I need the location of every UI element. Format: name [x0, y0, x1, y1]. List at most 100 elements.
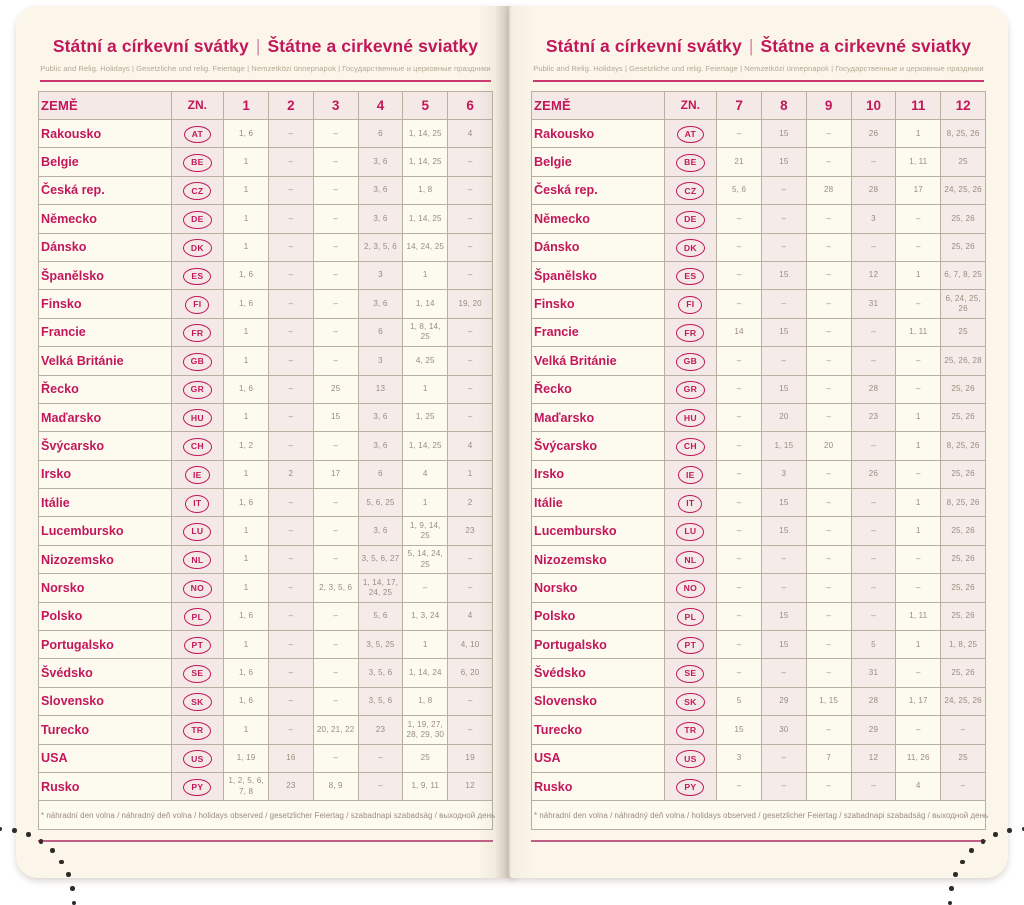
country-name: Maďarsko	[38, 402, 172, 433]
table-row: Finsko FI 1, 6– –3, 6 1, 14 19, 20	[38, 289, 493, 319]
col-header-month-4: 4	[357, 90, 404, 120]
holiday-cell: 14, 24, 25	[402, 232, 449, 262]
table-row: Irsko IE –3–26–25, 26	[531, 459, 986, 490]
holiday-cell: –	[940, 715, 986, 745]
page-title: Státní a církevní svátky | Štátne a cirk…	[531, 36, 986, 57]
country-code-cell: NL	[170, 544, 225, 575]
holiday-cell: 1	[223, 402, 269, 433]
table-row: Portugalsko PT 1– –3, 5, 25 1 4, 10	[38, 630, 493, 660]
country-code-badge: SE	[676, 664, 705, 683]
holiday-cell: –	[312, 544, 359, 575]
country-code-badge: AT	[676, 125, 705, 144]
country-code-cell: NL	[663, 544, 718, 575]
holiday-cell: –	[447, 147, 493, 177]
holiday-cell: 23	[850, 402, 897, 433]
holiday-cell: 1, 9, 14, 25	[402, 516, 449, 546]
holiday-cell: 4, 25	[402, 346, 449, 376]
country-code-badge: GR	[182, 381, 213, 399]
holiday-cell: –	[805, 232, 852, 262]
country-name: USA	[38, 743, 172, 773]
holiday-cell: –	[716, 630, 762, 660]
table-foot-left: * náhradní den volna / náhradný deň voln…	[38, 800, 495, 830]
country-code-badge: HU	[675, 409, 705, 428]
holiday-cell: –	[267, 260, 314, 291]
col-header-code: ZN.	[663, 90, 718, 120]
holiday-cell: 1	[447, 459, 493, 490]
country-code-badge: FR	[183, 324, 212, 343]
page-title-sk: Štátne a cirkevné sviatky	[267, 36, 479, 56]
country-code-cell: ES	[170, 260, 225, 291]
holiday-cell: 1	[895, 402, 942, 433]
page-title: Státní a církevní svátky | Štátne a cirk…	[38, 36, 493, 57]
country-code-badge: NO	[675, 579, 706, 598]
country-name: Německo	[38, 204, 172, 234]
country-name: Turecko	[38, 715, 172, 745]
footnote-text: * náhradní den volna / náhradný deň voln…	[38, 800, 495, 830]
holiday-cell: –	[850, 232, 897, 262]
holiday-cell: 23	[357, 715, 404, 745]
country-code-badge: IE	[677, 466, 703, 485]
page-subtitle: Public and Relig. Holidays | Gesetzliche…	[40, 64, 491, 73]
holiday-cell: –	[805, 260, 852, 291]
holiday-cell: –	[312, 431, 359, 461]
country-code-cell: CZ	[663, 175, 718, 206]
holiday-cell: –	[895, 374, 942, 404]
holiday-cell: 24, 25, 26	[940, 686, 986, 717]
country-code-cell: AT	[170, 118, 225, 149]
page-title-cs: Státní a církevní svátky	[545, 36, 742, 56]
holiday-cell: 25	[940, 147, 986, 177]
holiday-cell: –	[267, 204, 314, 234]
holiday-cell: 25, 26	[940, 516, 986, 546]
country-code-badge: PL	[183, 608, 212, 627]
holiday-cell: –	[716, 771, 762, 802]
country-name: Lucembursko	[531, 516, 665, 546]
holiday-cell: –	[267, 374, 314, 404]
country-code-badge: TR	[183, 721, 212, 740]
holiday-cell: 1	[895, 118, 942, 149]
holiday-cell: –	[267, 431, 314, 461]
table-row: Rakousko AT 1, 6– –6 1, 14, 25 4	[38, 118, 493, 149]
holiday-cell: –	[312, 289, 359, 319]
country-code-cell: DE	[663, 204, 718, 234]
holiday-cell: –	[805, 516, 852, 546]
country-code-cell: DE	[170, 204, 225, 234]
holiday-cell: –	[447, 573, 493, 603]
holiday-cell: 1, 8	[402, 175, 449, 206]
country-code-cell: FI	[663, 289, 718, 319]
country-code-cell: PT	[170, 630, 225, 660]
holiday-cell: –	[760, 743, 807, 773]
holiday-cell: 1, 6	[223, 289, 269, 319]
country-code-cell: US	[663, 743, 718, 773]
country-code-badge: PY	[183, 778, 212, 797]
holiday-cell: –	[716, 204, 762, 234]
holiday-cell: 25	[312, 374, 359, 404]
holiday-cell: 31	[850, 289, 897, 319]
country-name: Itálie	[38, 488, 172, 518]
col-header-month-10: 10	[850, 90, 897, 120]
holiday-cell: –	[447, 317, 493, 348]
table-row: Švýcarsko CH –1, 15 20–1 8, 25, 26	[531, 431, 986, 461]
holiday-cell: –	[357, 771, 404, 802]
country-code-cell: LU	[663, 516, 718, 546]
country-name: Turecko	[531, 715, 665, 745]
country-name: Finsko	[38, 289, 172, 319]
table-row: Lucembursko LU –15– –1 25, 26	[531, 516, 986, 546]
holiday-cell: 1	[223, 232, 269, 262]
country-code-badge: CZ	[183, 182, 212, 201]
table-row: Švýcarsko CH 1, 2– –3, 6 1, 14, 25 4	[38, 431, 493, 461]
holiday-cell: 25, 26	[940, 232, 986, 262]
holiday-cell: 1, 2, 5, 6, 7, 8	[223, 771, 269, 802]
country-name: Švýcarsko	[38, 431, 172, 461]
country-code-cell: PT	[663, 630, 718, 660]
table-row: Slovensko SK 1, 6– –3, 5, 6 1, 8–	[38, 686, 493, 717]
holiday-cell: 21	[716, 147, 762, 177]
holiday-cell: 4	[447, 601, 493, 632]
right-page-content: Státní a církevní svátky | Štátne a cirk…	[509, 6, 1008, 830]
table-row: Dánsko DK 1– –2, 3, 5, 6 14, 24, 25–	[38, 232, 493, 262]
holiday-cell: –	[267, 488, 314, 518]
country-code-badge: SK	[676, 693, 705, 712]
country-code-cell: SE	[170, 658, 225, 688]
holiday-cell: 2	[267, 459, 314, 490]
holiday-cell: 25, 26	[940, 459, 986, 490]
holiday-cell: 30	[760, 715, 807, 745]
